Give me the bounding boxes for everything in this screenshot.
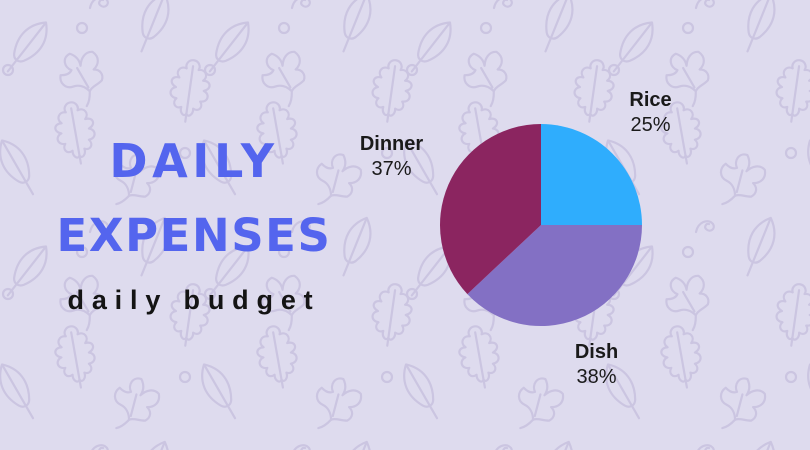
slice-label-dish-name: Dish [574,341,619,363]
curl-pattern-instance [694,220,715,234]
slice-label-rice-name: Rice [629,89,672,111]
curl-pattern-instance [694,0,715,10]
leaf-pattern-instance [199,14,259,80]
ring-pattern-instance [479,21,493,35]
oak-pattern-instance [50,322,101,392]
pie-slice-rice [541,124,642,225]
curl-pattern-instance [492,0,513,10]
ring-pattern-instance [75,21,89,35]
slice-label-dinner-percent: 37% [371,158,412,180]
ring-pattern-instance [380,370,394,384]
maple-pattern-instance [254,44,315,113]
leaf-pattern-instance [603,14,663,80]
leaf-pattern-instance [735,212,783,281]
leaf-pattern-instance [192,357,247,426]
curl-pattern-instance [694,444,715,450]
slice-label-dinner-name: Dinner [359,133,424,155]
slice-label-dinner: Dinner 37% [329,132,454,182]
leaf-pattern-instance [331,0,379,57]
curl-pattern-instance [88,0,109,10]
maple-pattern-instance [303,370,367,441]
maple-pattern-instance [658,268,719,337]
pie-slice-dinner [439,124,541,295]
leaf-pattern-instance [129,436,177,450]
ring-pattern-instance [178,370,192,384]
maple-pattern-instance [707,146,771,217]
slice-label-dish: Dish 38% [544,340,649,390]
leaf-pattern-instance [394,357,449,426]
title-line-1: DAILY [109,134,279,188]
oak-pattern-instance [656,322,707,392]
leaf-pattern-instance [533,436,581,450]
maple-pattern-instance [707,370,771,441]
slice-label-dish-percent: 38% [576,366,617,388]
leaf-pattern-instance [798,357,810,426]
ring-pattern-instance [784,370,798,384]
oak-pattern-instance [771,56,810,126]
subtitle: daily budget [67,285,321,315]
leaf-pattern-instance [735,436,783,450]
slice-label-rice: Rice 25% [598,88,703,138]
curl-pattern-instance [88,444,109,450]
oak-pattern-instance [252,322,303,392]
oak-pattern-instance [454,322,505,392]
maple-pattern-instance [52,44,113,113]
maple-pattern-instance [101,370,165,441]
ring-pattern-instance [681,245,695,259]
ring-pattern-instance [681,21,695,35]
curl-pattern-instance [290,444,311,450]
title-line-2: EXPENSES [56,209,332,262]
curl-pattern-instance [290,0,311,10]
leaf-pattern-instance [401,14,461,80]
oak-pattern-instance [771,280,810,350]
curl-pattern-instance [492,444,513,450]
ring-pattern-instance [784,146,798,160]
leaf-pattern-instance [0,357,45,426]
ring-pattern-instance [277,21,291,35]
leaf-pattern-instance [331,436,379,450]
pie-slice-dish [467,225,642,327]
slice-label-rice-percent: 25% [630,114,671,136]
leaf-pattern-instance [798,133,810,202]
leaf-pattern-instance [533,0,581,57]
maple-pattern-instance [456,44,517,113]
pie-chart [439,124,642,327]
leaf-pattern-instance [735,0,783,57]
leaf-pattern-instance [129,0,177,57]
leaf-pattern-instance [0,14,57,80]
